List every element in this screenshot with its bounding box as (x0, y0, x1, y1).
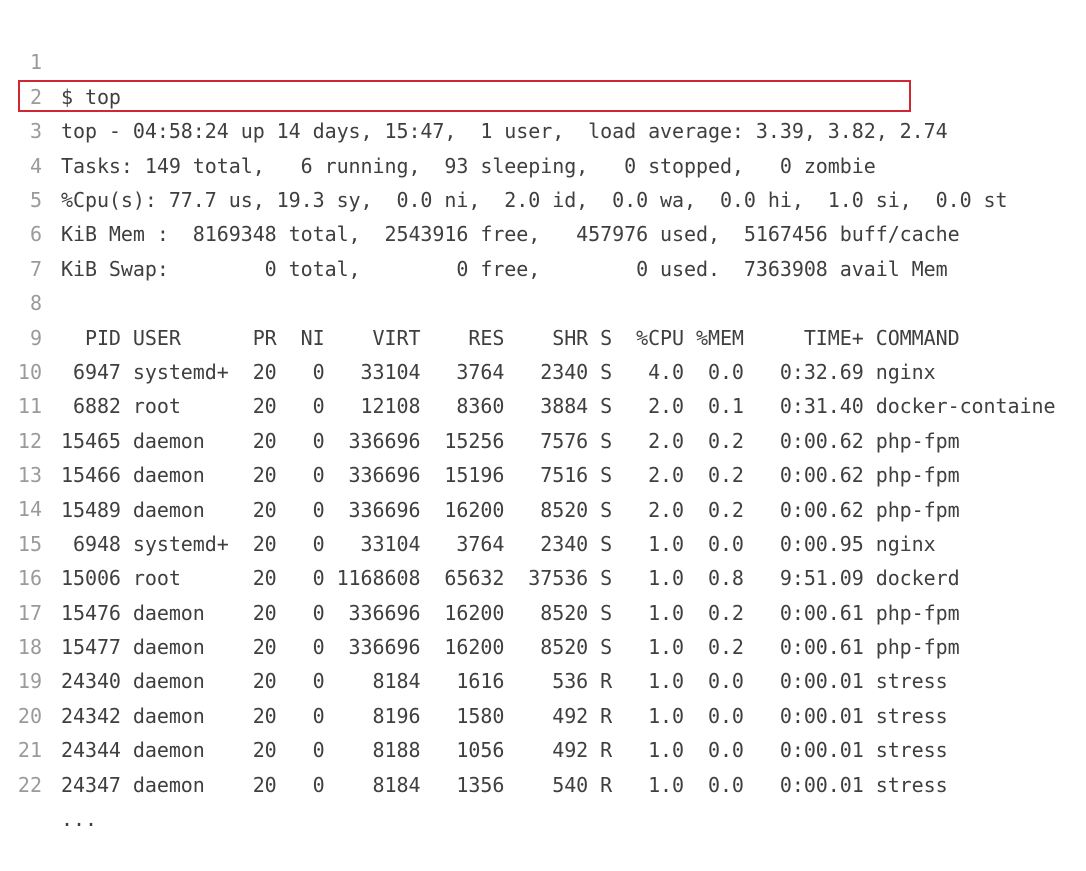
code-block: 1 $ top 2 top - 04:58:24 up 14 days, 15:… (0, 11, 1086, 831)
process-row: 15006 root 20 0 1168608 65632 37536 S 1.… (61, 566, 960, 591)
line-number: 15 (17, 531, 42, 556)
line-number: 13 (17, 463, 42, 488)
process-row: 24344 daemon 20 0 8188 1056 492 R 1.0 0.… (61, 738, 948, 763)
code-line-1: 1 $ top (0, 11, 1086, 108)
code-line-17: 17 15477 daemon 20 0 336696 16200 8520 S… (0, 561, 1086, 659)
code-line-16: 16 15476 daemon 20 0 336696 16200 8520 S… (0, 527, 1086, 624)
line-number: 9 (29, 325, 42, 350)
line-number: 6 (29, 222, 42, 247)
process-row: 15477 daemon 20 0 336696 16200 8520 S 1.… (61, 635, 960, 660)
process-row: 15465 daemon 20 0 336696 15256 7576 S 2.… (61, 428, 960, 453)
code-line-18: 18 24340 daemon 20 0 8184 1616 536 R 1.0… (0, 596, 1086, 693)
code-line-22: 22 ... (0, 733, 1086, 831)
memory-summary: KiB Mem : 8169348 total, 2543916 free, 4… (61, 222, 960, 247)
line-number: 11 (17, 394, 42, 419)
process-row: 24342 daemon 20 0 8196 1580 492 R 1.0 0.… (61, 703, 948, 728)
code-line-11: 11 15465 daemon 20 0 336696 15256 7576 S… (0, 355, 1086, 452)
code-line-15: 15 15006 root 20 0 1168608 65632 37536 S… (0, 492, 1086, 590)
tasks-line-highlight-box (18, 80, 911, 112)
process-table-header: PID USER PR NI VIRT RES SHR S %CPU %MEM … (61, 325, 960, 350)
cpu-summary: %Cpu(s): 77.7 us, 19.3 sy, 0.0 ni, 2.0 i… (61, 187, 1008, 212)
code-line-10: 10 6882 root 20 0 12108 8360 3884 S 2.0 … (0, 321, 1086, 418)
tasks-summary: Tasks: 149 total, 6 running, 93 sleeping… (61, 153, 876, 178)
process-row: 24340 daemon 20 0 8184 1616 536 R 1.0 0.… (61, 669, 948, 694)
process-row: 15476 daemon 20 0 336696 16200 8520 S 1.… (61, 600, 960, 625)
process-row: 6882 root 20 0 12108 8360 3884 S 2.0 0.1… (61, 394, 1056, 419)
code-line-19: 19 24342 daemon 20 0 8196 1580 492 R 1.0… (0, 630, 1086, 727)
code-line-4: 4 %Cpu(s): 77.7 us, 19.3 sy, 0.0 ni, 2.0… (0, 114, 1086, 212)
line-number: 19 (17, 669, 42, 694)
line-number: 16 (17, 566, 42, 591)
process-row: 6947 systemd+ 20 0 33104 3764 2340 S 4.0… (61, 359, 936, 384)
line-number: 17 (17, 600, 42, 625)
ellipsis-line: ... (61, 807, 97, 832)
code-line-12: 12 15466 daemon 20 0 336696 15196 7516 S… (0, 389, 1086, 487)
line-number: 5 (29, 187, 42, 212)
code-line-3: 3 Tasks: 149 total, 6 running, 93 sleepi… (0, 80, 1086, 177)
line-number: 2 (29, 84, 42, 109)
process-row: 15489 daemon 20 0 336696 16200 8520 S 2.… (61, 497, 960, 522)
uptime-summary: top - 04:58:24 up 14 days, 15:47, 1 user… (61, 119, 948, 144)
shell-command: $ top (61, 84, 121, 109)
process-row: 15466 daemon 20 0 336696 15196 7516 S 2.… (61, 463, 960, 488)
line-number: 18 (17, 635, 42, 660)
line-number: 1 (29, 50, 42, 75)
code-line-9: 9 6947 systemd+ 20 0 33104 3764 2340 S 4… (0, 286, 1086, 384)
code-line-2: 2 top - 04:58:24 up 14 days, 15:47, 1 us… (0, 45, 1086, 143)
line-number: 12 (17, 428, 42, 453)
line-number: 7 (29, 256, 42, 281)
code-line-14: 14 6948 systemd+ 20 0 33104 3764 2340 S … (0, 458, 1086, 555)
code-line-21: 21 24347 daemon 20 0 8184 1356 540 R 1.0… (0, 699, 1086, 796)
line-number: 20 (17, 703, 42, 728)
code-line-20: 20 24344 daemon 20 0 8188 1056 492 R 1.0… (0, 664, 1086, 762)
code-line-13: 13 15489 daemon 20 0 336696 16200 8520 S… (0, 424, 1086, 521)
process-row: 6948 systemd+ 20 0 33104 3764 2340 S 1.0… (61, 531, 936, 556)
line-number: 8 (29, 291, 42, 316)
line-number: 21 (17, 738, 42, 763)
line-number: 10 (17, 359, 42, 384)
code-line-5: 5 KiB Mem : 8169348 total, 2543916 free,… (0, 149, 1086, 246)
swap-summary: KiB Swap: 0 total, 0 free, 0 used. 73639… (61, 256, 948, 281)
line-number: 4 (29, 153, 42, 178)
code-line-7: 7 (0, 217, 1086, 281)
code-line-6: 6 KiB Swap: 0 total, 0 free, 0 used. 736… (0, 183, 1086, 280)
line-number: 14 (17, 497, 42, 522)
line-number: 3 (29, 119, 42, 144)
code-line-8: 8 PID USER PR NI VIRT RES SHR S %CPU %ME… (0, 252, 1086, 349)
